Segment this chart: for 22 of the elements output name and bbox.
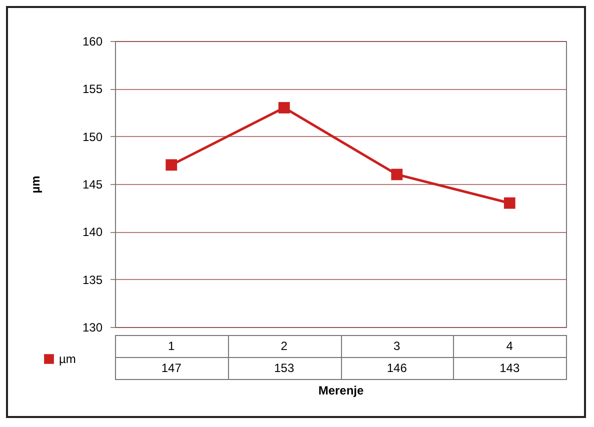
x-tick-label: 1	[168, 339, 176, 353]
data-label: 143	[500, 361, 520, 375]
data-label: 147	[161, 361, 182, 375]
y-tick-label: 155	[82, 82, 103, 96]
y-tick-label: 135	[82, 272, 103, 287]
y-tick-label: 130	[82, 320, 103, 334]
point	[166, 159, 178, 171]
y-tick-label: 145	[82, 178, 103, 192]
x-axis-title: Merenje	[318, 384, 364, 398]
y-axis-title: µm	[28, 176, 42, 194]
x-tick-label: 3	[394, 339, 401, 353]
data-label: 146	[386, 361, 408, 375]
point	[391, 168, 403, 180]
data-label: 153	[274, 361, 294, 375]
point	[278, 102, 290, 114]
x-tick-label: 2	[280, 339, 288, 353]
y-tick-label: 150	[82, 130, 103, 144]
legend-label: µm	[59, 352, 76, 366]
x-tick-label: 4	[506, 339, 514, 353]
y-tick-label: 140	[82, 225, 103, 240]
point	[504, 197, 516, 209]
y-tick-label: 160	[82, 34, 103, 48]
